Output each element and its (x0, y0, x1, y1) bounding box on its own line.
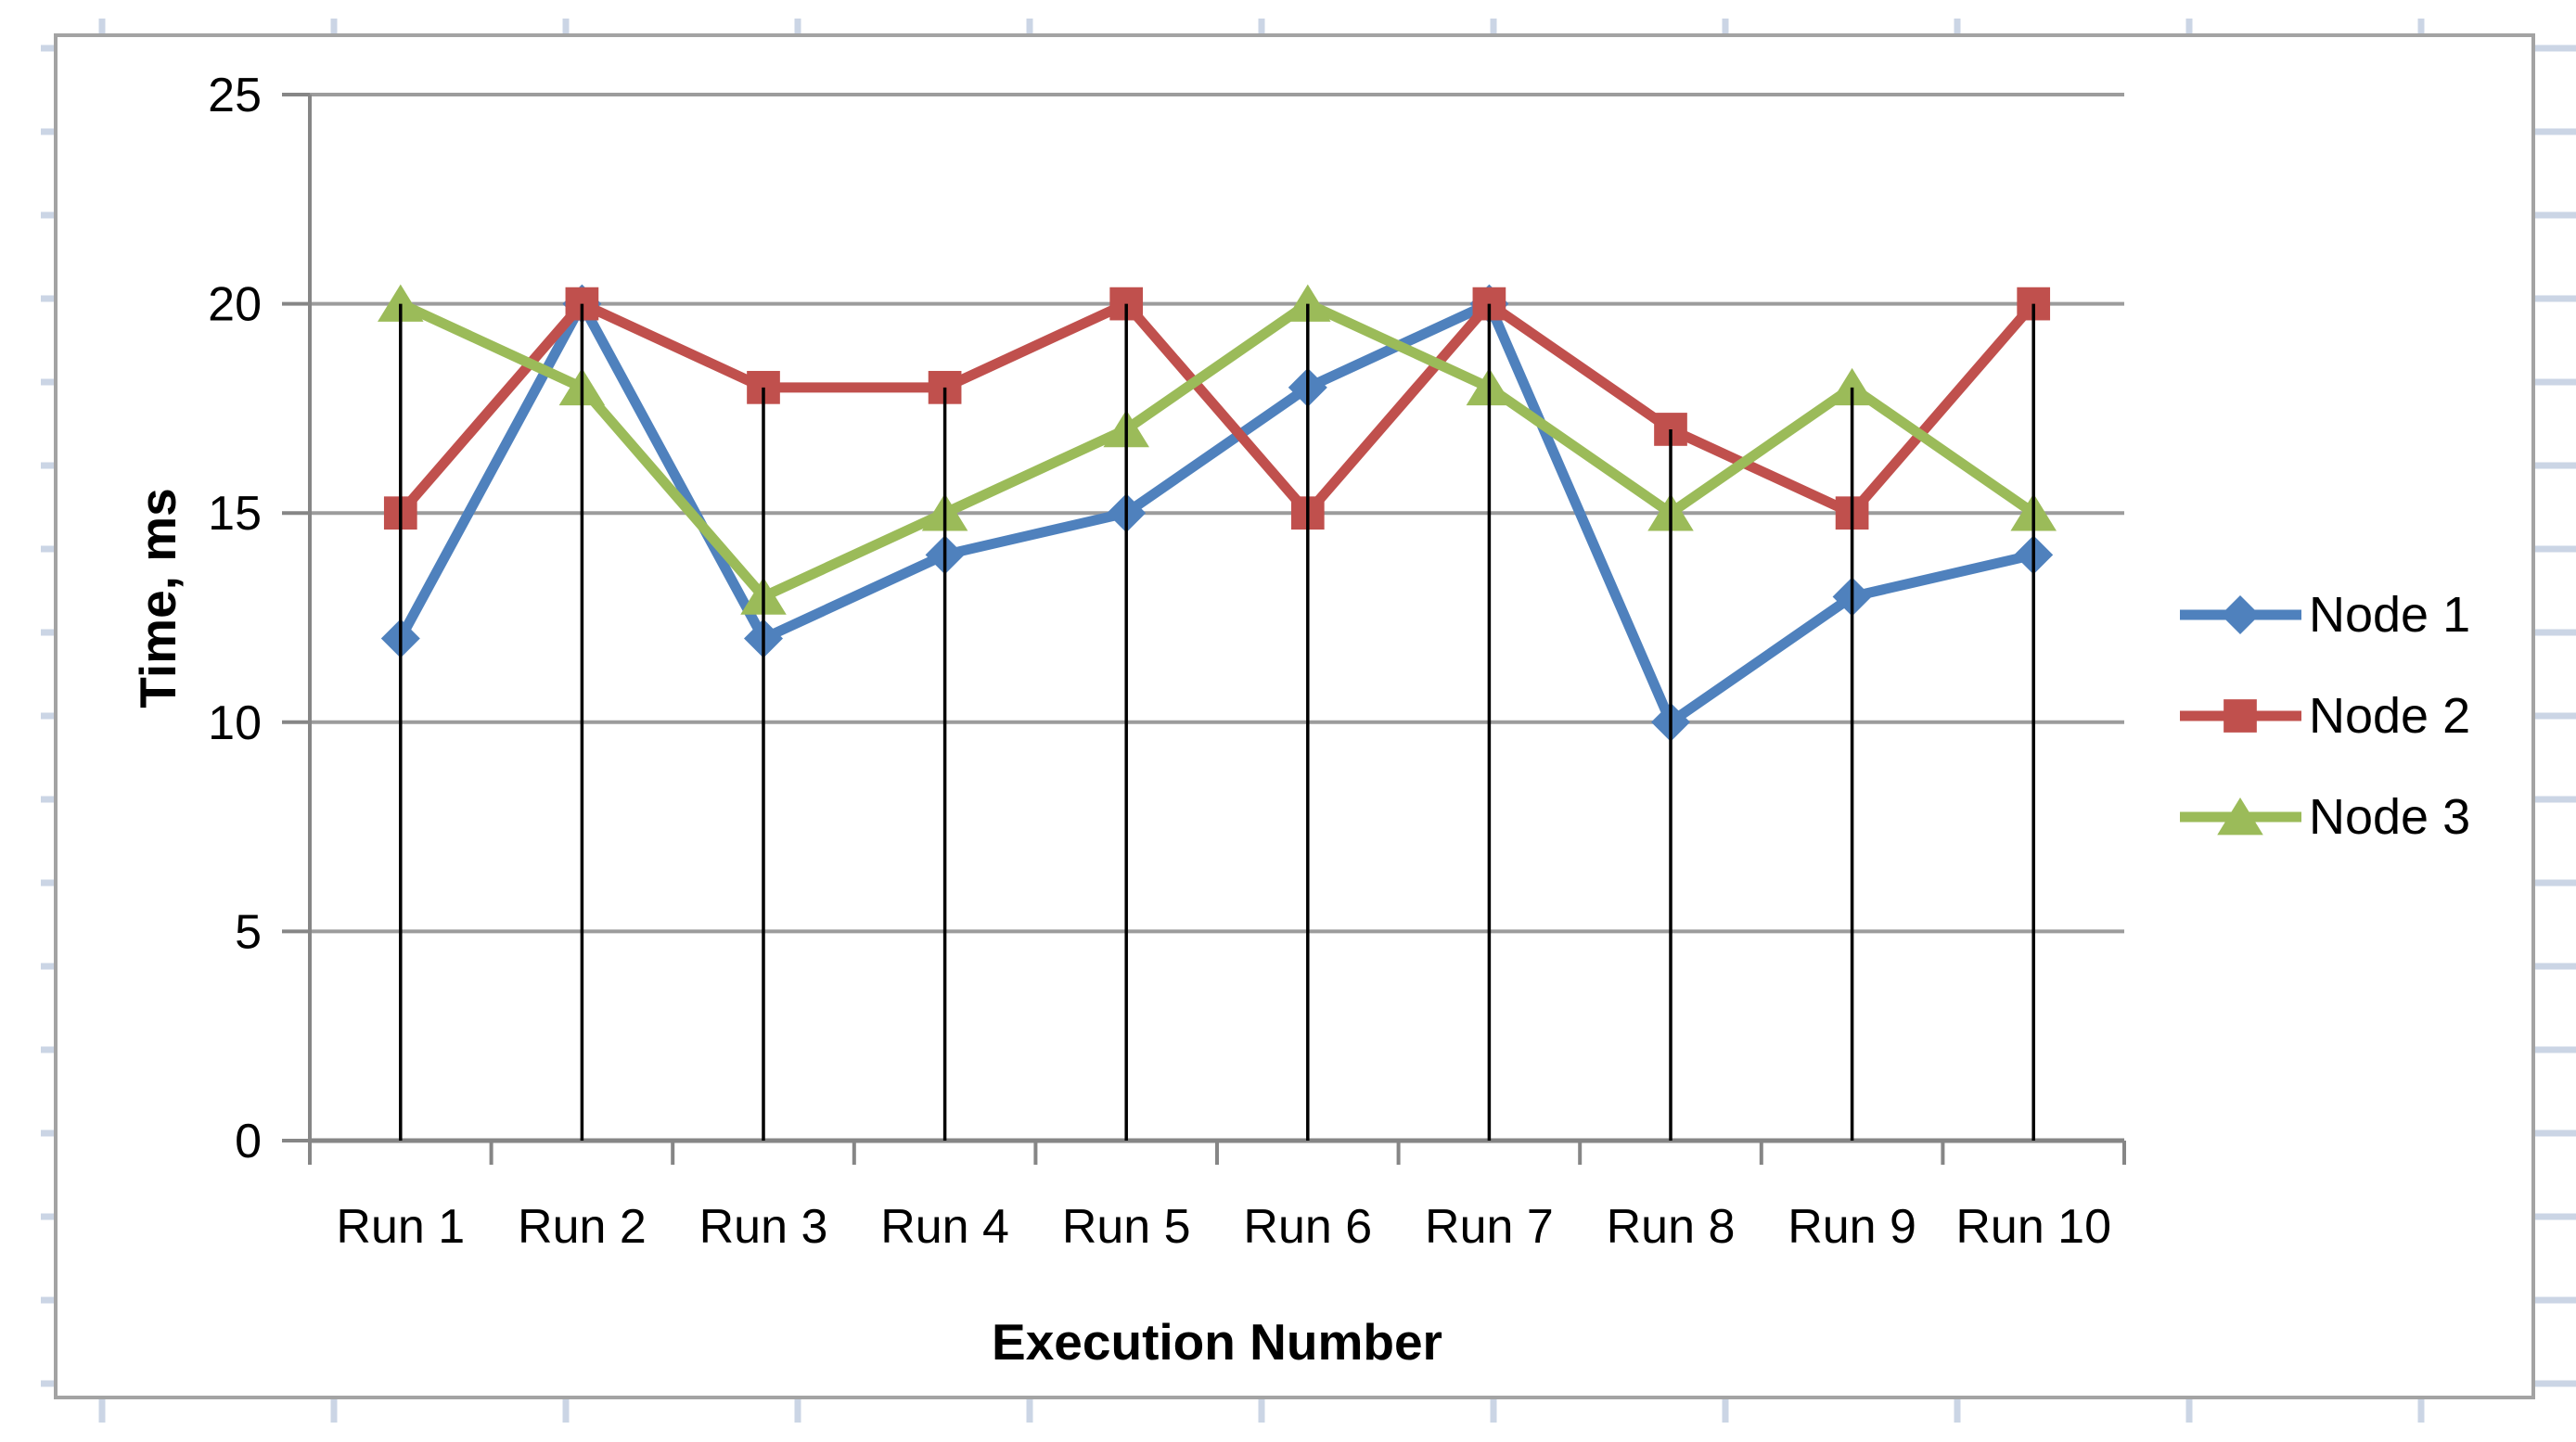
legend-label: Node 2 (2309, 687, 2471, 744)
y-tick-label: 0 (235, 1115, 262, 1168)
series-line (395, 299, 2039, 728)
x-category-label: Run 8 (1607, 1200, 1736, 1254)
x-category-label: Run 7 (1425, 1200, 1554, 1254)
series-line (395, 299, 2039, 518)
legend-label: Node 3 (2309, 788, 2471, 845)
legend-label: Node 1 (2309, 586, 2471, 643)
x-category-label: Run 5 (1062, 1200, 1191, 1254)
x-axis-title: Execution Number (992, 1313, 1442, 1371)
y-tick-label: 5 (235, 905, 262, 959)
y-tick-labels: 0 5 10 15 20 25 (208, 69, 262, 1168)
series-node-3[interactable] (378, 284, 2057, 615)
legend-item-node-1[interactable]: Node 1 (2178, 564, 2470, 665)
x-category-label: Run 9 (1788, 1200, 1916, 1254)
y-tick-label: 10 (208, 696, 262, 750)
legend-item-node-3[interactable]: Node 3 (2178, 766, 2470, 867)
y-gridlines (310, 93, 2124, 934)
x-category-label: Run 6 (1243, 1200, 1372, 1254)
chart-frame (54, 33, 2535, 1399)
spreadsheet-gridline-stubs (41, 19, 2576, 1423)
legend-item-node-2[interactable]: Node 2 (2178, 665, 2470, 766)
series-line (395, 299, 2039, 602)
y-tick-label: 15 (208, 487, 262, 541)
axes (282, 93, 2126, 1165)
y-tick-label: 20 (208, 278, 262, 332)
node-3-line-marker-sample (2180, 797, 2301, 835)
legend[interactable]: Node 1 Node 2 Node 3 (2178, 564, 2470, 867)
node-2-line-marker-sample (2180, 698, 2301, 733)
x-category-label: Run 1 (336, 1200, 465, 1254)
drop-lines (399, 303, 2035, 1141)
x-category-label: Run 4 (880, 1200, 1009, 1254)
x-category-label: Run 3 (699, 1200, 828, 1254)
node-1-line-marker-sample (2180, 594, 2301, 634)
x-category-label: Run 10 (1955, 1200, 2111, 1254)
y-tick-label: 25 (208, 69, 262, 122)
y-axis-title: Time, ms (129, 488, 186, 708)
x-category-label: Run 2 (518, 1200, 647, 1254)
x-category-labels: Run 1 Run 2 Run 3 Run 4 Run 5 Run 6 Run 7 Run 8… (336, 1200, 2111, 1254)
